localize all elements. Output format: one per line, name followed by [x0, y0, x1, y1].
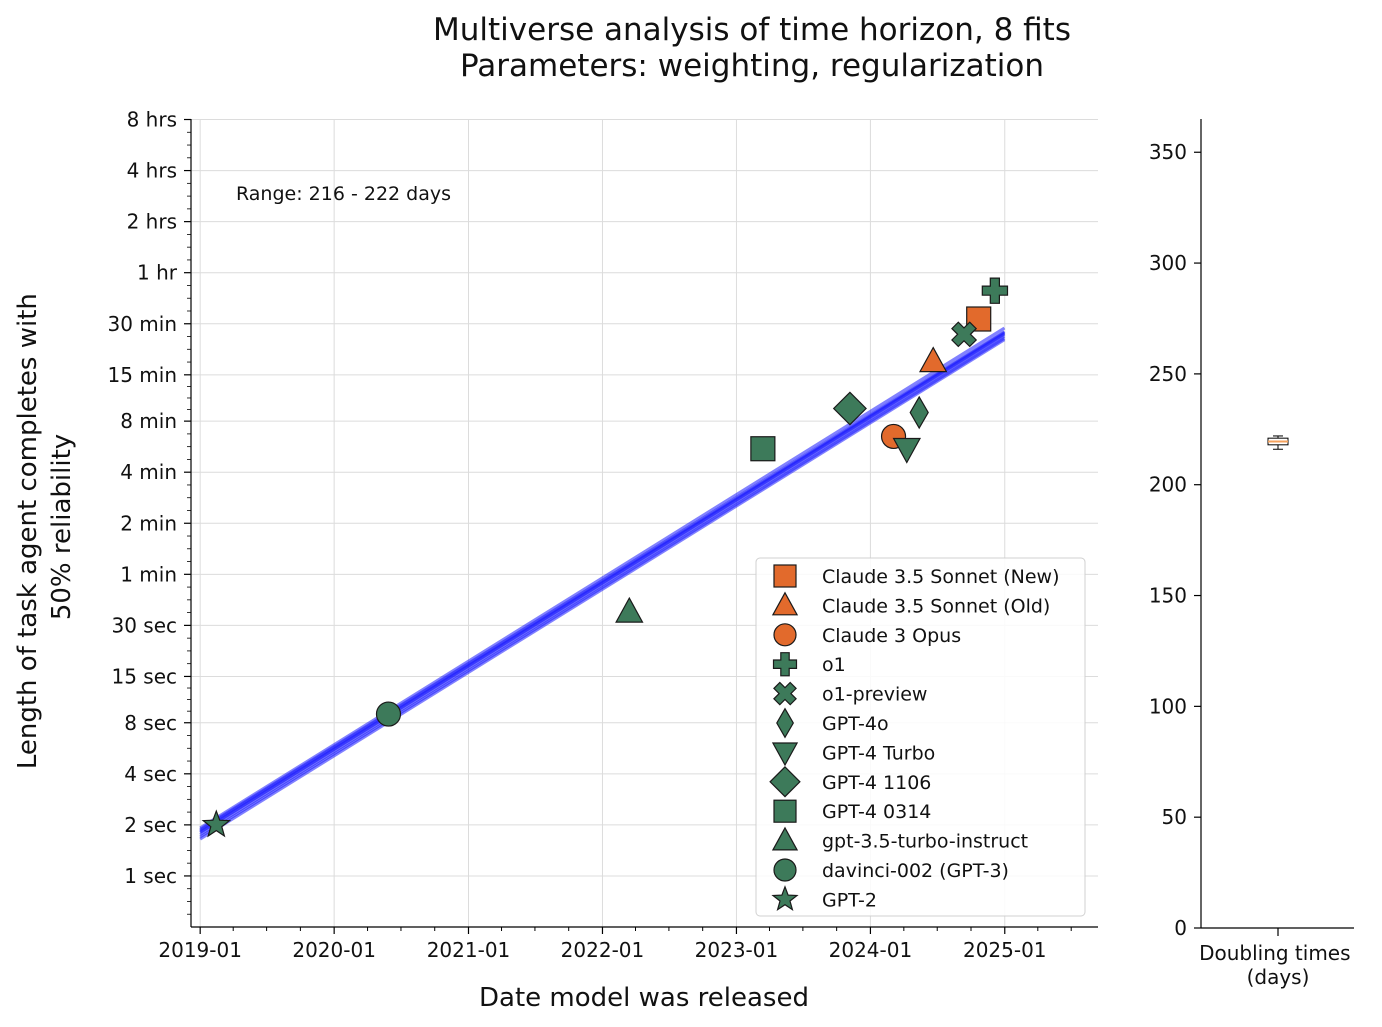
legend-marker [771, 826, 799, 851]
point-gpt-4-turbo [892, 437, 922, 464]
point-gpt-4o [909, 395, 929, 430]
y-axis-label: Length of task agent completes with 50% … [13, 285, 77, 769]
box-y-tick-label: 350 [1149, 140, 1187, 164]
legend-marker [773, 623, 797, 647]
legend-label: Claude 3.5 Sonnet (New) [822, 566, 1060, 588]
legend-label: davinci-002 (GPT-3) [822, 860, 1009, 882]
y-tick-label: 15 sec [111, 664, 177, 688]
legend-marker [773, 858, 797, 882]
box-y-tick-label: 300 [1149, 251, 1187, 275]
legend-label: GPT-4o [822, 713, 889, 735]
point-gpt-2 [201, 809, 232, 838]
box-y-tick-label: 250 [1149, 362, 1187, 386]
legend-label: Claude 3 Opus [822, 625, 961, 647]
legend-marker [772, 652, 798, 677]
y-tick-label: 4 min [120, 460, 177, 484]
legend-marker [769, 766, 801, 798]
fit-line [199, 338, 1006, 841]
y-tick-label: 4 hrs [127, 159, 177, 183]
box-x-axis-label: Doubling times (days) [1199, 941, 1357, 989]
box-y-tick-label: 50 [1162, 805, 1187, 829]
y-tick-label: 8 hrs [127, 108, 177, 132]
point-davinci-002-gpt-3 [375, 701, 402, 727]
x-tick-label: 2023-01 [695, 938, 779, 962]
box-y-tick-label: 0 [1174, 916, 1187, 940]
legend-label: gpt-3.5-turbo-instruct [822, 831, 1028, 853]
box-x-axis-label-line-2: (days) [1247, 965, 1310, 989]
x-tick-label: 2022-01 [561, 938, 645, 962]
point-gpt-3-5-turbo-instruct [615, 596, 644, 623]
y-axis-label-line-1: Length of task agent completes with [13, 293, 43, 769]
legend-marker [773, 799, 797, 823]
fit-line [199, 331, 1006, 832]
point-gpt-4-1106 [832, 391, 867, 426]
y-tick-label: 2 hrs [127, 210, 177, 234]
x-tick-label: 2020-01 [292, 938, 376, 962]
box-axes [1200, 119, 1354, 936]
legend-marker [771, 591, 799, 616]
y-axis-ticks: 1 sec 2 sec 4 sec 8 sec 15 sec 30 sec 1 min 2 m… [107, 108, 191, 915]
data-points [201, 277, 1009, 838]
legend-marker [771, 885, 799, 911]
legend-marker [771, 742, 799, 767]
legend-label: GPT-2 [822, 889, 877, 911]
point-claude-3-5-sonnet-old [918, 346, 948, 373]
legend: Claude 3.5 Sonnet (New) Claude 3.5 Sonnet… [755, 557, 1086, 917]
legend-label: o1-preview [822, 684, 927, 706]
legend-label: GPT-4 Turbo [822, 742, 935, 764]
legend-label: GPT-4 0314 [822, 801, 931, 823]
y-tick-label: 4 sec [124, 762, 177, 786]
y-tick-label: 30 sec [111, 613, 177, 637]
x-tick-label: 2025-01 [963, 938, 1047, 962]
y-tick-label: 15 min [107, 363, 177, 387]
chart-title: Multiverse analysis of time horizon, 8 f… [433, 12, 1071, 48]
y-tick-label: 8 sec [124, 711, 177, 735]
y-tick-label: 8 min [120, 409, 177, 433]
chart-subtitle: Parameters: weighting, regularization [460, 48, 1044, 84]
range-annotation: Range: 216 - 222 days [236, 183, 451, 205]
y-axis-label-line-2: 50% reliability [47, 434, 77, 620]
x-tick-label: 2019-01 [158, 938, 242, 962]
box-x-axis-label-line-1: Doubling times [1199, 941, 1350, 965]
legend-label: o1 [822, 654, 846, 676]
point-gpt-4-0314 [750, 436, 776, 462]
y-tick-label: 1 sec [124, 864, 177, 888]
y-tick-label: 2 sec [124, 813, 177, 837]
point-o1 [981, 277, 1009, 304]
x-axis-label: Date model was released [479, 983, 809, 1013]
y-tick-label: 30 min [107, 312, 177, 336]
fit-line [199, 333, 1006, 834]
x-tick-label: 2021-01 [427, 938, 511, 962]
box-y-tick-label: 200 [1149, 473, 1187, 497]
legend-label: Claude 3.5 Sonnet (Old) [822, 595, 1050, 617]
box-y-ticks: 0 50 100 150 200 250 300 350 [1149, 140, 1201, 940]
x-axis-ticks: 2019-01 2020-01 2021-01 2022-01 2023-01 2024-… [158, 927, 1072, 962]
box-y-tick-label: 150 [1149, 584, 1187, 608]
y-tick-label: 1 hr [137, 261, 178, 285]
legend-marker [776, 707, 794, 739]
fit-line [199, 334, 1006, 836]
doubling-time-boxplot [1267, 435, 1289, 450]
legend-marker [773, 681, 797, 706]
legend-label: GPT-4 1106 [822, 772, 931, 794]
y-tick-label: 1 min [120, 562, 177, 586]
x-tick-label: 2024-01 [829, 938, 913, 962]
y-tick-label: 2 min [120, 511, 177, 535]
fit-lines [199, 326, 1006, 841]
box-y-tick-label: 100 [1149, 694, 1187, 718]
legend-marker [773, 564, 797, 588]
fit-line [199, 326, 1006, 830]
point-o1-preview [951, 321, 978, 348]
